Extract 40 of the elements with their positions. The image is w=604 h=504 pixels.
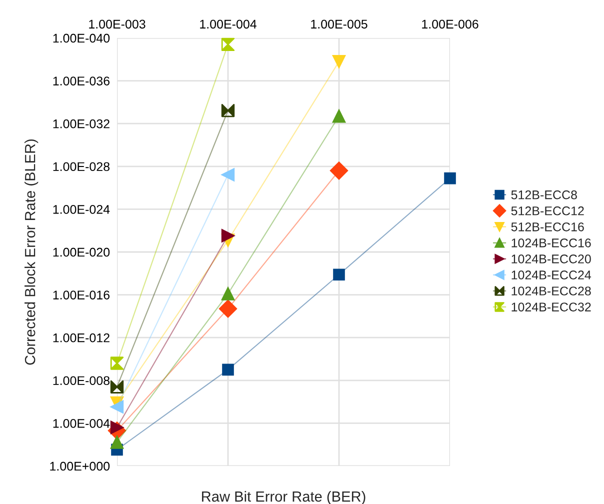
y-tick-label: 1.00E-008 (53, 376, 110, 386)
y-tick-label: 1.00E-028 (53, 162, 110, 172)
legend-label: 1024B-ECC24 (512, 270, 592, 280)
y-tick-label: 1.00E-040 (53, 34, 110, 43)
x-tick-label: 1.00E-005 (311, 20, 368, 29)
point (110, 436, 124, 449)
point (110, 356, 124, 370)
y-tick-label: 1.00E+000 (50, 462, 110, 471)
point (221, 38, 235, 52)
point (110, 400, 124, 414)
legend-label: 1024B-ECC28 (512, 286, 591, 296)
legend-label: 512B-ECC8 (511, 190, 577, 200)
y-axis-title: Corrected Block Error Rate (BLER) (24, 139, 38, 365)
legend-label: 1024B-ECC20 (512, 254, 591, 264)
y-tick-label: 1.00E-016 (53, 290, 110, 300)
x-tick-label: 1.00E-006 (422, 20, 478, 29)
y-tick-label: 1.00E-036 (53, 76, 110, 86)
point (333, 268, 345, 281)
x-tick-label: 1.00E-003 (89, 20, 146, 29)
point (332, 54, 346, 68)
y-tick-label: 1.00E-024 (53, 205, 110, 214)
legend-label: 1024B-ECC16 (512, 238, 591, 248)
point (444, 172, 456, 184)
point (218, 300, 238, 318)
point (221, 168, 235, 182)
point (332, 110, 346, 123)
point (221, 229, 235, 242)
y-tick-label: 1.00E-012 (53, 333, 110, 342)
x-tick-label: 1.00E-004 (200, 20, 256, 29)
point (330, 162, 348, 180)
point (110, 380, 124, 394)
y-tick-label: 1.00E-004 (53, 419, 110, 428)
point (221, 104, 235, 118)
legend-label: 1024B-ECC32 (512, 302, 591, 312)
point (221, 287, 235, 300)
point (222, 364, 234, 376)
legend-label: 512B-ECC12 (511, 206, 584, 216)
y-tick-label: 1.00E-032 (53, 119, 110, 128)
y-tick-label: 1.00E-020 (53, 248, 110, 257)
legend-label: 512B-ECC16 (511, 222, 584, 232)
